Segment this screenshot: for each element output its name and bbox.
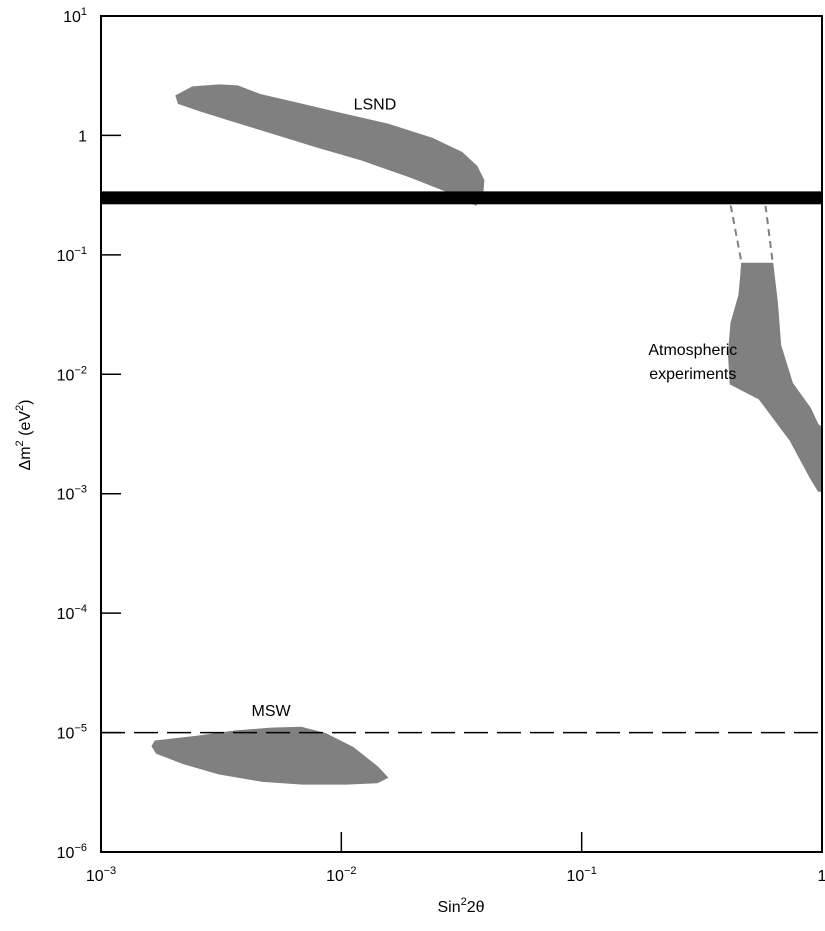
x-tick-label: 1 [818, 868, 825, 885]
y-tick-label: 101 [63, 6, 87, 26]
x-tick-label-base: 1 [818, 868, 825, 885]
y-tick-label-base: 10 [57, 606, 75, 623]
reference-lines-layer [101, 191, 822, 734]
region-labels-layer: LSND Atmospheric experiments MSW [251, 96, 737, 719]
region-lsnd [175, 84, 485, 206]
y-tick-label-exponent: −1 [74, 245, 87, 257]
y-tick-label-exponent: −4 [74, 603, 87, 615]
y-tick-label: 10−2 [57, 364, 87, 384]
region-label-atmospheric-experiments-line-2: experiments [649, 366, 736, 383]
y-tick-label-base: 10 [57, 248, 75, 265]
reference-band [101, 191, 822, 205]
y-tick-label-exponent: −6 [74, 842, 87, 854]
y-tick-label-exponent: −2 [74, 364, 87, 376]
y-tick-label: 10−4 [57, 603, 87, 623]
tick-labels-layer: 10−3 10−2 10−1 110−610−510−410−310−210−1110… [57, 6, 825, 885]
x-tick-label-exponent: −3 [104, 865, 117, 877]
region-atmospheric-experiments-dashed-edge-2 [764, 205, 774, 264]
ticks-layer [101, 134, 583, 852]
x-tick-label-exponent: −1 [584, 865, 597, 877]
y-tick-label-base: 10 [57, 726, 75, 743]
x-tick-label: 10−3 [86, 865, 116, 885]
plot-frame [100, 15, 823, 853]
region-atmospheric-experiments [727, 262, 823, 492]
y-tick-label-exponent: 1 [81, 6, 87, 18]
y-tick-label-base: 10 [63, 9, 81, 26]
y-tick-label-base: 1 [78, 128, 87, 145]
x-tick-label-base: 10 [326, 868, 344, 885]
y-tick-label-base: 10 [57, 367, 75, 384]
region-atmospheric-experiments-dashed-edge-1 [729, 205, 743, 264]
y-tick-label-exponent: −3 [74, 484, 87, 496]
region-label-msw: MSW [251, 703, 291, 720]
y-tick-label: 10−5 [57, 723, 87, 743]
y-tick-label: 10−6 [57, 842, 87, 862]
x-axis-title: Sin22θ [437, 896, 484, 916]
x-tick-label-exponent: −2 [344, 865, 357, 877]
region-label-lsnd: LSND [354, 96, 397, 113]
x-tick-label-base: 10 [86, 868, 104, 885]
x-tick-label-base: 10 [566, 868, 584, 885]
y-tick-label-base: 10 [57, 845, 75, 862]
y-axis-title: Δm2 (eV2) [14, 400, 34, 471]
y-tick-label-exponent: −5 [74, 723, 87, 735]
region-msw [151, 726, 389, 785]
x-tick-label: 10−1 [566, 865, 596, 885]
x-tick-label: 10−2 [326, 865, 356, 885]
regions-layer [151, 84, 823, 785]
y-tick-label-base: 10 [57, 487, 75, 504]
region-label-atmospheric-experiments-line-1: Atmospheric [648, 342, 737, 359]
y-tick-label: 10−3 [57, 484, 87, 504]
y-tick-label: 1 [78, 128, 87, 145]
y-tick-label: 10−1 [57, 245, 87, 265]
